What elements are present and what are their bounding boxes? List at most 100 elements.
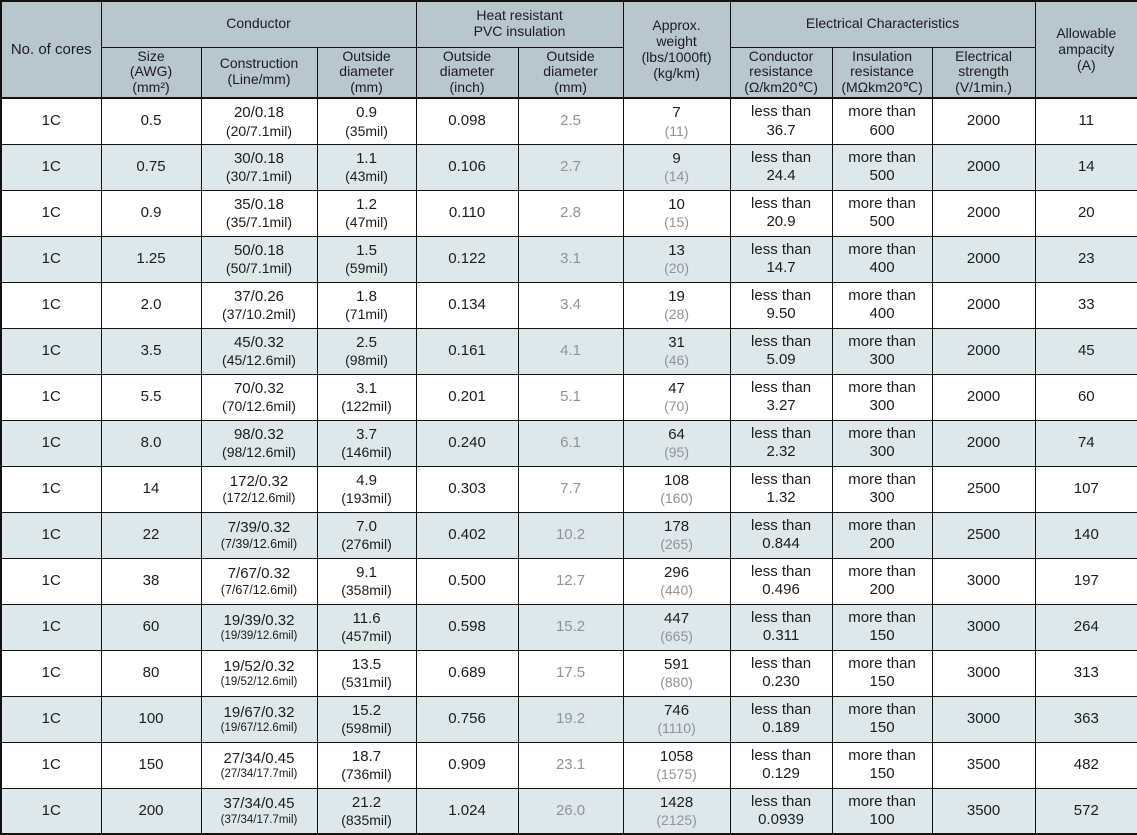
insulation-outside-diameter-inch-cell: 0.098 <box>415 97 519 145</box>
ampacity-cell: 482 <box>1034 741 1137 789</box>
col-header-insulation-outside-diameter-mm: Outside diameter (mm) <box>517 46 624 99</box>
ampacity-cell: 11 <box>1034 97 1137 145</box>
value: 19/67/0.32 <box>223 703 295 721</box>
value: 11.6 <box>352 610 381 628</box>
size-cell: 0.5 <box>100 97 202 145</box>
weight-cell: 64 (95) <box>622 419 731 467</box>
value: 1.024 <box>448 801 486 819</box>
value: 150 <box>138 756 164 774</box>
size-cell: 8.0 <box>100 419 202 467</box>
value: 0.756 <box>448 710 486 728</box>
value: more than 150 <box>848 747 916 783</box>
insulation-outside-diameter-mm-cell: 12.7 <box>517 557 624 605</box>
value: 1C <box>41 112 61 130</box>
cores-cell: 1C <box>0 327 102 375</box>
construction-cell: 19/52/0.32 (19/52/12.6mil) <box>200 649 318 697</box>
electrical-strength-cell: 3000 <box>931 603 1036 651</box>
sub-value: (7/39/12.6mil) <box>220 537 298 552</box>
conductor-resistance-cell: less than 1.32 <box>729 465 833 513</box>
sub-value: (14) <box>664 168 689 185</box>
sub-value: (276mil) <box>341 536 392 553</box>
value: 19/52/0.32 <box>223 657 295 675</box>
value: 7 <box>672 104 681 122</box>
value: 200 <box>138 801 164 819</box>
sub-value: (19/52/12.6mil) <box>220 675 298 688</box>
value: 178 <box>664 518 690 536</box>
conductor-outside-diameter-cell: 3.1 (122mil) <box>316 373 417 421</box>
value: 447 <box>664 610 690 628</box>
value: 15.2 <box>555 618 586 636</box>
value: 1C <box>41 158 61 176</box>
table-row: 1C 0.9 35/0.18 (35/7.1mil) 1.2 (47mil) 0.110 2.… <box>0 189 1137 237</box>
value: 1C <box>41 618 61 636</box>
sub-value: (193mil) <box>341 490 392 507</box>
sub-value: (172/12.6mil) <box>222 491 296 506</box>
conductor-resistance-cell: less than 0.129 <box>729 741 833 789</box>
electrical-strength-cell: 2000 <box>931 281 1036 329</box>
value: 1428 <box>659 793 694 811</box>
value: 19 <box>668 288 685 306</box>
sub-value: (1110) <box>657 720 696 737</box>
conductor-resistance-cell: less than 0.496 <box>729 557 833 605</box>
sub-value: (71mil) <box>345 306 388 323</box>
value: 172/0.32 <box>229 473 289 491</box>
conductor-resistance-cell: less than 9.50 <box>729 281 833 329</box>
sub-value: (358mil) <box>341 582 392 599</box>
conductor-resistance-cell: less than 5.09 <box>729 327 833 375</box>
construction-cell: 7/39/0.32 (7/39/12.6mil) <box>200 511 318 559</box>
sub-value: (28) <box>664 306 689 323</box>
sub-value: (2125) <box>656 812 697 829</box>
conductor-outside-diameter-cell: 2.5 (98mil) <box>316 327 417 375</box>
sub-value: (440) <box>660 582 693 599</box>
electrical-strength-cell: 2000 <box>931 327 1036 375</box>
sub-value: (20) <box>664 260 689 277</box>
value: 11 <box>1078 112 1095 130</box>
insulation-resistance-cell: more than 500 <box>831 143 933 191</box>
conductor-resistance-cell: less than 24.4 <box>729 143 833 191</box>
electrical-strength-cell: 2000 <box>931 189 1036 237</box>
value: 0.110 <box>448 204 486 222</box>
size-cell: 0.75 <box>100 143 202 191</box>
electrical-strength-cell: 2000 <box>931 419 1036 467</box>
value: 9 <box>672 150 681 168</box>
value: 3.5 <box>140 342 162 360</box>
sub-value: (160) <box>660 490 693 507</box>
conductor-outside-diameter-cell: 15.2 (598mil) <box>316 695 417 743</box>
value: less than 2.32 <box>751 425 812 461</box>
insulation-resistance-cell: more than 150 <box>831 741 933 789</box>
value: 47 <box>668 380 685 398</box>
sub-value: (50/7.1mil) <box>225 260 293 277</box>
electrical-strength-cell: 3000 <box>931 557 1036 605</box>
insulation-outside-diameter-mm-cell: 26.0 <box>517 787 624 835</box>
insulation-resistance-cell: more than 300 <box>831 465 933 513</box>
sub-value: (35/7.1mil) <box>225 214 293 231</box>
col-group-heat-resistant-pvc-insulation: Heat resistant PVC insulation <box>415 0 624 48</box>
weight-cell: 178 (265) <box>622 511 731 559</box>
cores-cell: 1C <box>0 649 102 697</box>
cores-cell: 1C <box>0 741 102 789</box>
value: 1C <box>41 801 61 819</box>
conductor-resistance-cell: less than 20.9 <box>729 189 833 237</box>
value: 2000 <box>966 112 1001 130</box>
sub-value: (7/67/12.6mil) <box>220 583 298 598</box>
value: 591 <box>664 656 690 674</box>
value: 1C <box>41 480 61 498</box>
value: 296 <box>664 564 690 582</box>
value: 50/0.18 <box>233 242 285 260</box>
sub-value: (43mil) <box>345 168 388 185</box>
construction-cell: 70/0.32 (70/12.6mil) <box>200 373 318 421</box>
insulation-outside-diameter-mm-cell: 19.2 <box>517 695 624 743</box>
electrical-strength-cell: 2500 <box>931 465 1036 513</box>
conductor-resistance-cell: less than 0.311 <box>729 603 833 651</box>
ampacity-cell: 23 <box>1034 235 1137 283</box>
value: more than 300 <box>848 379 916 415</box>
value: 1C <box>41 756 61 774</box>
electrical-strength-cell: 3000 <box>931 649 1036 697</box>
value: 572 <box>1073 801 1099 819</box>
conductor-resistance-cell: less than 0.0939 <box>729 787 833 835</box>
value: 1C <box>41 526 61 544</box>
insulation-outside-diameter-inch-cell: 0.402 <box>415 511 519 559</box>
insulation-outside-diameter-inch-cell: 0.500 <box>415 557 519 605</box>
value: 7/39/0.32 <box>227 519 291 537</box>
